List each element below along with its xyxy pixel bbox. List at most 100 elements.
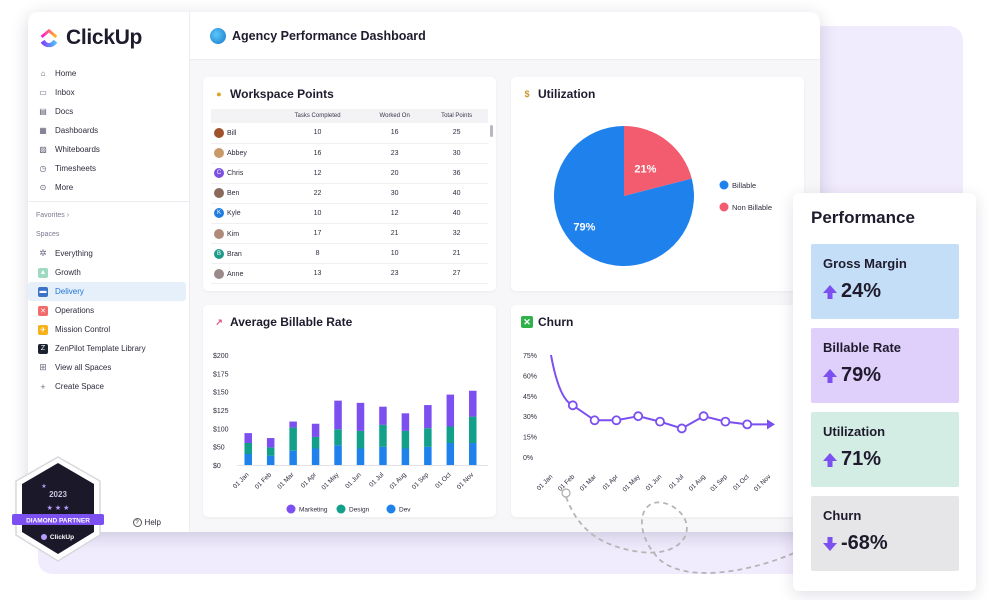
table-row[interactable]: Kim 17 21 32 <box>211 223 488 245</box>
cross-mark-icon: ✕ <box>521 316 533 328</box>
space-item-zenpilot-template-library[interactable]: Z ZenPilot Template Library <box>28 339 190 358</box>
table-row[interactable]: B Bran 8 10 21 <box>211 243 488 265</box>
avatar <box>214 268 224 279</box>
sidebar-item-label: Timesheets <box>55 164 97 173</box>
bar-segment-dev[interactable] <box>424 446 432 465</box>
space-item-label: Mission Control <box>55 325 111 334</box>
churn-point[interactable] <box>589 415 600 426</box>
churn-point[interactable] <box>633 411 644 422</box>
bar-segment-marketing[interactable] <box>311 423 320 437</box>
bar-segment-design[interactable] <box>401 430 410 449</box>
table-row[interactable]: Abbey 16 23 30 <box>211 143 488 164</box>
bar-segment-dev[interactable] <box>266 455 275 465</box>
tasks-completed-cell: 17 <box>271 223 365 245</box>
pie-slice-non-billable[interactable] <box>624 126 692 196</box>
medal-icon: ● <box>216 89 222 99</box>
bar-segment-design[interactable] <box>446 426 455 444</box>
bar-segment-design[interactable] <box>379 424 387 447</box>
churn-point[interactable] <box>676 423 687 434</box>
metric-label: Utilization <box>823 424 886 439</box>
bar-segment-dev[interactable] <box>289 450 297 465</box>
member-cell: Ben <box>211 183 271 204</box>
bar-segment-design[interactable] <box>469 416 477 443</box>
help-button[interactable]: ? Help <box>132 518 161 527</box>
member-name: Kim <box>227 230 240 238</box>
svg-text:★: ★ <box>41 483 46 490</box>
bar-segment-marketing[interactable] <box>446 394 455 427</box>
bar-segment-design[interactable] <box>424 428 432 447</box>
worked-on-cell: 21 <box>364 223 426 245</box>
sidebar-item-whiteboards[interactable]: ▨ Whiteboards <box>28 140 190 159</box>
bar-segment-dev[interactable] <box>446 443 455 465</box>
favorites-header[interactable]: Favorites › <box>36 212 70 219</box>
badge-title: DIAMOND PARTNER <box>26 518 90 525</box>
x-tick-label: 01 Jan <box>536 473 555 492</box>
bar-segment-marketing[interactable] <box>266 438 275 448</box>
logo[interactable]: ClickUp <box>38 26 142 50</box>
bar-segment-design[interactable] <box>356 430 365 449</box>
churn-title: ✕ Churn <box>521 315 573 329</box>
bar-segment-design[interactable] <box>244 443 252 454</box>
space-item-mission-control[interactable]: ✈ Mission Control <box>28 320 190 339</box>
churn-point[interactable] <box>720 416 731 427</box>
table-scrollbar[interactable] <box>490 125 493 137</box>
churn-point[interactable] <box>655 416 665 427</box>
bar-segment-design[interactable] <box>266 447 275 456</box>
sidebar-item-dashboards[interactable]: ▦ Dashboards <box>28 121 190 140</box>
badge-brand: ClickUp <box>50 534 74 541</box>
pie-slice-billable[interactable] <box>554 126 694 266</box>
legend-swatch <box>336 504 346 514</box>
space-item-view-all-spaces[interactable]: ⊞ View all Spaces <box>28 358 190 377</box>
bar-segment-design[interactable] <box>334 429 342 446</box>
table-row[interactable]: Anne 13 23 27 <box>211 263 488 285</box>
bar-segment-marketing[interactable] <box>289 421 297 428</box>
churn-point[interactable] <box>611 415 622 426</box>
sidebar-item-label: More <box>55 183 74 192</box>
table-row[interactable]: Ben 22 30 40 <box>211 183 488 204</box>
bar-segment-marketing[interactable] <box>379 406 387 425</box>
bar-segment-marketing[interactable] <box>334 400 342 430</box>
sidebar-item-inbox[interactable]: ▭ Inbox <box>28 83 190 102</box>
bar-segment-design[interactable] <box>289 427 297 451</box>
column-header: Tasks Completed <box>271 109 365 123</box>
table-row[interactable]: Bill 10 16 25 <box>211 123 488 144</box>
space-item-everything[interactable]: ✲ Everything <box>28 244 190 263</box>
table-row[interactable]: C Chris 12 20 36 <box>211 163 488 184</box>
sidebar-item-docs[interactable]: ▤ Docs <box>28 102 190 121</box>
bar-segment-marketing[interactable] <box>244 433 252 443</box>
sidebar-item-more[interactable]: ⊙ More <box>28 178 190 197</box>
worked-on-cell: 16 <box>364 123 426 144</box>
bar-segment-dev[interactable] <box>244 454 252 465</box>
metric-churn: Churn -68% <box>811 496 959 571</box>
space-item-create-space[interactable]: + Create Space <box>28 377 190 396</box>
y-tick-label: 0% <box>523 455 533 462</box>
delivery-icon: ▬ <box>38 286 48 297</box>
arrow-up-icon <box>823 368 837 383</box>
churn-point[interactable] <box>742 419 753 430</box>
space-item-growth[interactable]: ▲ Growth <box>28 263 190 282</box>
bar-segment-marketing[interactable] <box>356 402 365 431</box>
table-row[interactable]: K Kyle 10 12 40 <box>211 203 488 224</box>
bar-segment-marketing[interactable] <box>469 390 477 417</box>
bar-segment-dev[interactable] <box>379 446 387 465</box>
bar-segment-dev[interactable] <box>311 448 320 466</box>
y-tick-label: 75% <box>523 353 537 360</box>
space-item-operations[interactable]: ✕ Operations <box>28 301 190 320</box>
bar-segment-dev[interactable] <box>356 448 365 466</box>
y-tick-label: 60% <box>523 373 537 380</box>
churn-point[interactable] <box>698 411 709 422</box>
money-bag-icon: $ <box>524 89 530 99</box>
dashboard-header: Agency Performance Dashboard <box>190 12 820 60</box>
sidebar-item-home[interactable]: ⌂ Home <box>28 64 190 83</box>
bar-segment-dev[interactable] <box>401 448 410 466</box>
bar-segment-dev[interactable] <box>469 443 477 465</box>
bar-segment-marketing[interactable] <box>424 405 432 429</box>
bar-segment-dev[interactable] <box>334 445 342 465</box>
bar-segment-design[interactable] <box>311 436 320 449</box>
bar-segment-marketing[interactable] <box>401 413 410 431</box>
churn-point[interactable] <box>567 400 578 411</box>
space-item-delivery[interactable]: ▬ Delivery <box>28 282 186 301</box>
churn-point-arrow[interactable] <box>767 419 775 430</box>
sidebar-item-timesheets[interactable]: ◷ Timesheets <box>28 159 190 178</box>
